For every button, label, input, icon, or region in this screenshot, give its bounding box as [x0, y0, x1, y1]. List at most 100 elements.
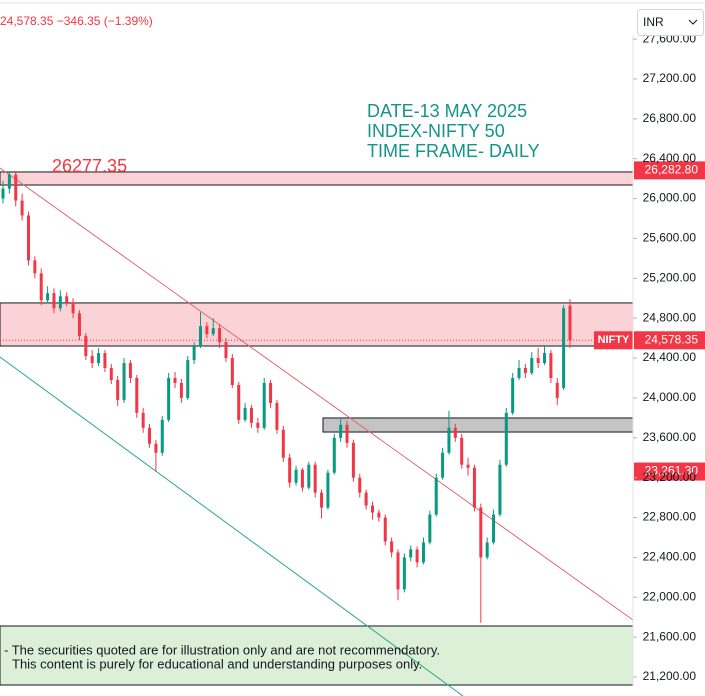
- candle-body: [26, 215, 30, 261]
- candle-body: [58, 296, 62, 309]
- candle-body: [160, 419, 164, 453]
- y-tick-label: 21,600.00: [643, 629, 697, 643]
- symbol-box: [594, 331, 633, 350]
- candle-body: [46, 293, 50, 301]
- candle-body: [447, 427, 451, 453]
- symbol-label: NIFTY: [598, 334, 630, 346]
- candle-body: [568, 305, 572, 341]
- y-tick-label: 26,400.00: [643, 151, 697, 165]
- candle-body: [173, 377, 177, 383]
- candle-body: [275, 402, 279, 430]
- candle-body: [262, 382, 266, 428]
- annotation: TIME FRAME- DAILY: [367, 141, 540, 161]
- candle-body: [307, 464, 311, 488]
- candle-body: [371, 505, 375, 513]
- y-tick-label: 25,600.00: [643, 231, 697, 245]
- price-label: 26,282.80: [645, 163, 699, 177]
- candle-body: [320, 492, 324, 508]
- price-label: 24,578.35: [645, 332, 699, 346]
- candle-body: [313, 464, 317, 493]
- candle-body: [224, 342, 228, 359]
- zone: [322, 417, 634, 433]
- candle-body: [288, 457, 292, 483]
- candle-body: [441, 452, 445, 478]
- candle-body: [555, 382, 559, 398]
- price-box: [634, 161, 705, 180]
- candle-body: [141, 412, 145, 428]
- candles: [1, 170, 572, 623]
- candle-body: [269, 382, 273, 403]
- currency[interactable]: INR: [643, 15, 664, 29]
- y-tick-label: 26,800.00: [643, 111, 697, 125]
- candle-body: [192, 346, 196, 361]
- candle-body: [116, 379, 120, 400]
- candle-body: [109, 368, 113, 380]
- y-tick-label: 23,600.00: [643, 430, 697, 444]
- quote: 24,578.35 −346.35 (−1.39%): [0, 14, 153, 28]
- candle-body: [504, 412, 508, 465]
- candle-body: [472, 467, 476, 508]
- candle-body: [383, 517, 387, 542]
- candle-body: [498, 464, 502, 515]
- candle-body: [167, 377, 171, 420]
- candle-body: [530, 358, 534, 374]
- candle-body: [402, 557, 406, 590]
- y-tick-label: 26,000.00: [643, 191, 697, 205]
- candle-body: [479, 507, 483, 558]
- candle-body: [332, 437, 336, 473]
- level-note: 26277.35: [52, 156, 127, 176]
- candle-body: [339, 424, 343, 438]
- y-tick-label: 22,400.00: [643, 550, 697, 564]
- candle-body: [460, 437, 464, 465]
- trend-line: [0, 167, 634, 621]
- zones: [0, 171, 634, 686]
- candle-body: [211, 328, 215, 335]
- candle-body: [523, 368, 527, 374]
- currency-select[interactable]: [637, 9, 704, 36]
- candle-body: [281, 429, 285, 458]
- candle-body: [205, 326, 209, 335]
- candle-body: [485, 542, 489, 558]
- disclaimer: This content is purely for educational a…: [12, 656, 422, 671]
- candle-body: [7, 174, 11, 189]
- y-tick-label: 24,400.00: [643, 350, 697, 364]
- candle-body: [409, 549, 413, 558]
- candle-body: [396, 552, 400, 590]
- candle-body: [1, 188, 5, 199]
- y-tick-label: 22,000.00: [643, 589, 697, 603]
- candle-body: [97, 353, 101, 364]
- candle-body: [517, 368, 521, 378]
- candle-body: [148, 427, 152, 444]
- candle-body: [249, 407, 253, 423]
- dropdown-icon[interactable]: [688, 19, 698, 25]
- y-tick-label: 22,800.00: [643, 510, 697, 524]
- candle-body: [20, 200, 24, 216]
- candle-body: [549, 353, 553, 378]
- y-tick-label: 21,200.00: [643, 669, 697, 683]
- candle-body: [135, 377, 139, 413]
- price-label: 23,261.30: [645, 464, 699, 478]
- candle-body: [351, 442, 355, 478]
- candle-body: [511, 377, 515, 413]
- candle-body: [128, 363, 132, 378]
- y-tick-label: 25,200.00: [643, 270, 697, 284]
- candle-body: [536, 358, 540, 364]
- candle-body: [434, 477, 438, 515]
- candle-body: [198, 326, 202, 347]
- candle-body: [300, 469, 304, 488]
- candle-body: [186, 360, 190, 398]
- overlay: 26,282.80 NIFTY 24,578.35 23,261.30: [0, 161, 705, 481]
- disclaimer: - The securities quoted are for illustra…: [4, 642, 440, 657]
- candle-body: [84, 336, 88, 357]
- candle-body: [390, 541, 394, 553]
- price-box: [634, 331, 705, 350]
- annotation: DATE-13 MAY 2025: [367, 101, 527, 121]
- candle-body: [33, 260, 37, 274]
- annotation: INDEX-NIFTY 50: [367, 121, 505, 141]
- candle-body: [77, 313, 81, 337]
- candle-body: [364, 492, 368, 506]
- candle-body: [415, 549, 419, 563]
- candle-body: [326, 472, 330, 508]
